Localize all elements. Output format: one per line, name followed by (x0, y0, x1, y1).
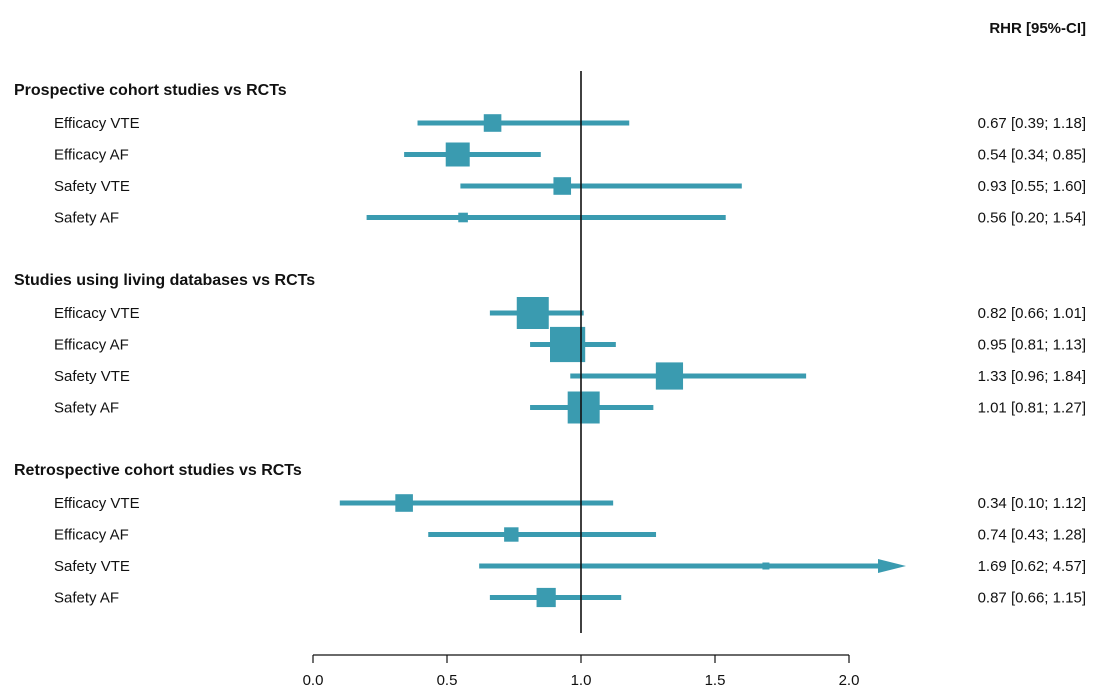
point-estimate-marker (550, 326, 586, 363)
ci-value-label: 0.87 [0.66; 1.15] (978, 590, 1086, 607)
point-estimate-marker (483, 114, 502, 132)
ci-value-label: 0.93 [0.55; 1.60] (978, 178, 1086, 195)
x-tick-label: 1.5 (705, 672, 726, 689)
point-estimate-marker (553, 177, 572, 195)
point-estimate-marker (395, 494, 413, 512)
group-title: Studies using living databases vs RCTs (14, 272, 315, 289)
ci-value-label: 0.56 [0.20; 1.54] (978, 210, 1086, 227)
x-tick-label: 1.0 (571, 672, 592, 689)
ci-overflow-arrow (878, 559, 906, 573)
ci-value-label: 1.69 [0.62; 4.57] (978, 558, 1086, 575)
point-estimate-marker (567, 391, 600, 424)
point-estimate-marker (762, 562, 770, 570)
row-label: Efficacy VTE (54, 495, 140, 512)
ci-value-label: 0.67 [0.39; 1.18] (978, 115, 1086, 132)
row-label: Safety VTE (54, 178, 130, 195)
row-label: Safety AF (54, 210, 119, 227)
group-title: Retrospective cohort studies vs RCTs (14, 462, 302, 479)
row-label: Safety VTE (54, 558, 130, 575)
point-estimate-marker (504, 527, 519, 542)
ci-column-header: RHR [95%-CI] (989, 20, 1086, 37)
ci-value-label: 0.95 [0.81; 1.13] (978, 337, 1086, 354)
point-estimate-marker (445, 142, 470, 167)
x-tick-label: 0.5 (437, 672, 458, 689)
ci-value-label: 1.01 [0.81; 1.27] (978, 400, 1086, 417)
point-estimate-marker (536, 587, 556, 608)
ci-value-label: 0.82 [0.66; 1.01] (978, 305, 1086, 322)
ci-value-label: 1.33 [0.96; 1.84] (978, 368, 1086, 385)
row-label: Efficacy AF (54, 527, 129, 544)
group-title: Prospective cohort studies vs RCTs (14, 82, 287, 99)
row-label: Efficacy VTE (54, 115, 140, 132)
ci-value-label: 0.34 [0.10; 1.12] (978, 495, 1086, 512)
row-label: Safety VTE (54, 368, 130, 385)
point-estimate-marker (516, 297, 549, 329)
ci-value-label: 0.74 [0.43; 1.28] (978, 527, 1086, 544)
x-tick-label: 2.0 (839, 672, 860, 689)
ci-value-label: 0.54 [0.34; 0.85] (978, 147, 1086, 164)
row-label: Safety AF (54, 400, 119, 417)
row-label: Safety AF (54, 590, 119, 607)
row-label: Efficacy AF (54, 337, 129, 354)
row-label: Efficacy AF (54, 147, 129, 164)
point-estimate-marker (655, 362, 684, 390)
x-tick-label: 0.0 (303, 672, 324, 689)
point-estimate-marker (458, 212, 468, 223)
row-label: Efficacy VTE (54, 305, 140, 322)
